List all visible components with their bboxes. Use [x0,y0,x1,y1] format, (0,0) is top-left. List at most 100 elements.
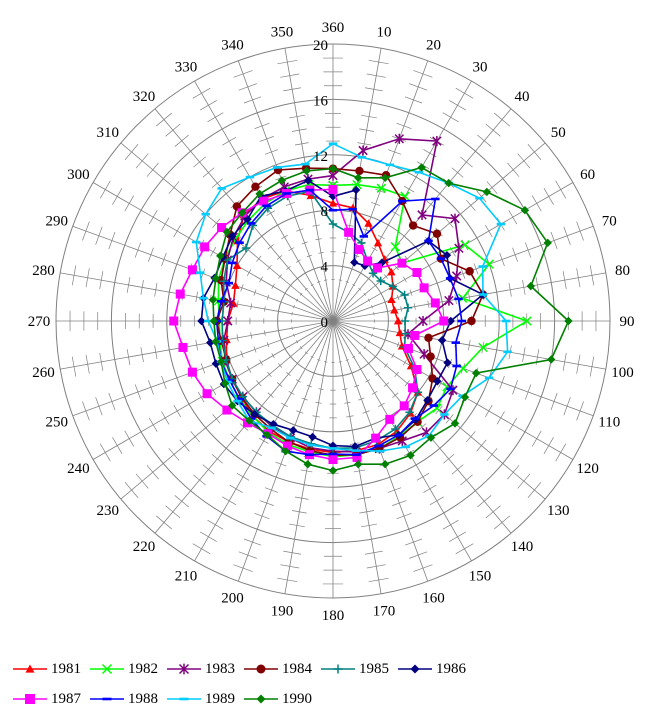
angle-tick-label: 90 [620,314,635,330]
minor-tick [148,210,158,225]
data-point [197,316,206,326]
data-point [426,352,435,361]
data-point [412,268,422,278]
data-point [305,188,315,192]
minor-tick [346,224,354,227]
data-point [211,274,221,283]
minor-tick [236,334,239,342]
data-point [418,315,428,327]
data-point [351,449,361,452]
data-point [233,399,242,403]
data-point [374,444,383,448]
data-point [199,296,208,300]
data-point [222,355,231,365]
legend-item: 1990 [243,691,312,708]
minor-tick [250,332,253,339]
data-point [350,258,359,267]
data-point [211,337,220,346]
legend-swatch [90,663,124,675]
data-point [437,336,447,345]
minor-tick [338,279,342,281]
minor-tick [288,247,295,251]
minor-tick [373,326,375,330]
minor-tick [222,496,237,506]
minor-tick [387,487,402,493]
minor-tick [266,342,270,348]
minor-tick [283,87,302,92]
minor-tick [294,142,309,146]
minor-tick [124,482,139,498]
minor-tick [366,564,386,569]
angle-tick-label: 70 [602,213,617,229]
data-point [390,305,399,314]
data-point [380,173,390,183]
data-point [520,206,530,215]
data-point [547,355,556,364]
minor-tick [531,195,542,212]
minor-tick [192,543,211,555]
data-point [442,251,452,260]
data-point [482,187,492,197]
data-point [406,451,415,460]
minor-tick [449,531,467,542]
minor-tick [413,564,433,572]
minor-tick [563,397,571,416]
data-point [256,694,266,704]
minor-tick [373,312,375,316]
data-point [235,398,244,401]
minor-tick [135,153,149,169]
minor-tick [543,187,554,205]
data-point [440,413,449,416]
data-point [225,297,236,309]
data-point [408,383,418,393]
legend-item: 1987 [12,691,81,708]
minor-tick [517,473,531,489]
minor-tick [233,564,253,572]
data-point [223,315,233,327]
minor-tick [512,380,518,395]
minor-tick [285,201,296,206]
data-point [302,166,311,176]
radial-tick-label: 12 [313,149,328,165]
data-point [359,235,368,238]
data-point [272,166,282,169]
minor-tick [486,448,498,461]
minor-tick [344,238,351,241]
minor-tick [527,144,542,160]
minor-tick [275,461,287,467]
data-point [235,241,244,244]
data-point [457,319,467,323]
data-point [564,316,573,326]
minor-tick [310,355,314,359]
minor-tick [108,231,116,250]
minor-tick [112,187,123,205]
minor-tick [367,298,371,302]
minor-tick [392,500,407,506]
minor-tick [563,226,571,245]
minor-tick [476,439,487,452]
legend-swatch [13,664,47,673]
minor-tick [193,474,206,486]
data-point [269,419,278,429]
data-point [358,145,368,156]
minor-tick [494,112,510,127]
minor-tick [134,384,141,400]
radial-tick-label: 0 [321,315,329,331]
angle-tick-label: 300 [67,167,90,183]
minor-tick [243,96,262,104]
data-point [225,379,235,382]
minor-tick [190,199,200,211]
minor-tick [403,276,407,283]
minor-tick [508,417,518,432]
minor-tick [589,265,595,286]
legend-label: 1982 [128,660,158,677]
minor-tick [413,70,433,78]
polar-chart: 360 1020304050607080901001101201301401501… [28,20,635,624]
data-point [328,142,338,146]
minor-tick [281,402,288,408]
data-point [328,452,338,456]
data-point [179,697,189,701]
minor-tick [82,221,90,241]
minor-tick [229,484,243,493]
minor-tick [124,195,135,212]
